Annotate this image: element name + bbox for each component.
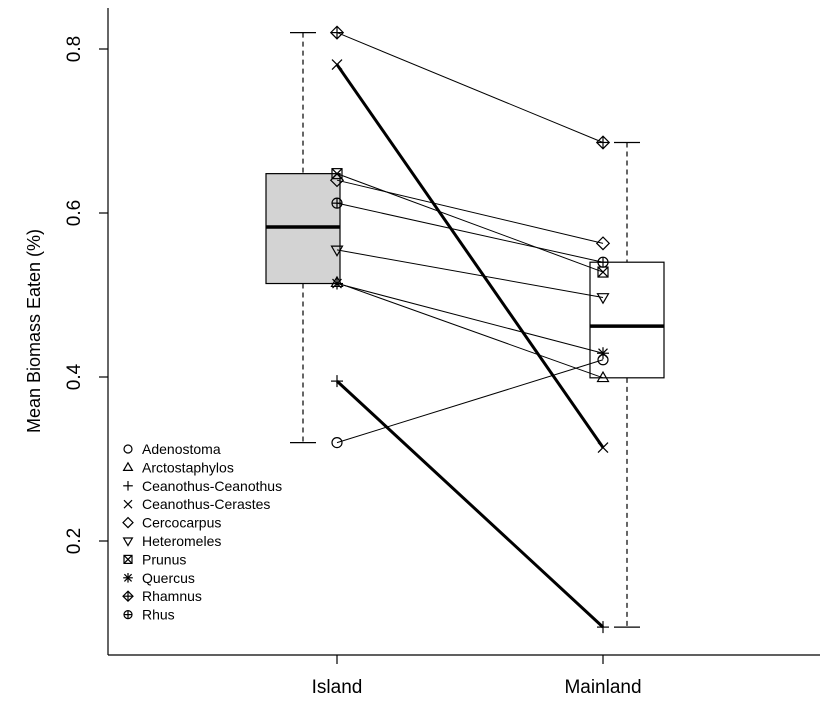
y-tick-label: 0.8 (64, 36, 85, 62)
legend-label: Adenostoma (142, 441, 221, 457)
legend-label: Prunus (142, 551, 186, 567)
legend-marker (123, 444, 133, 454)
legend-item-rhus: Rhus (123, 607, 175, 623)
point-mainland-heteromeles (596, 293, 610, 305)
legend-label: Heteromeles (142, 533, 221, 549)
legend-item-adenostoma: Adenostoma (123, 441, 221, 457)
y-tick-label: 0.2 (64, 528, 85, 554)
point-mainland-cercocarpus (595, 236, 611, 251)
pair-line-quercus (336, 283, 604, 354)
legend-label: Rhus (142, 607, 175, 623)
point-island-ceanothus-cerastes (331, 59, 343, 71)
x-tick-label: Mainland (564, 677, 641, 698)
x-ticks: Island Mainland (312, 655, 642, 698)
point-island-quercus (331, 277, 343, 290)
point-island-ceanothus-ceanothus (331, 375, 343, 388)
markers (329, 25, 611, 634)
legend-item-arctostaphylos: Arctostaphylos (122, 459, 234, 475)
point-mainland-ceanothus-cerastes (597, 442, 609, 453)
legend-label: Ceanothus-Cerastes (142, 496, 270, 512)
pair-line-rhamnus (336, 32, 604, 143)
point-mainland-quercus (597, 347, 609, 360)
legend-marker (123, 573, 133, 583)
legend-marker (123, 481, 133, 491)
legend-item-quercus: Quercus (123, 570, 195, 586)
legend-item-prunus: Prunus (123, 551, 186, 567)
y-ticks: 0.2 0.4 0.6 0.8 (64, 36, 108, 554)
legend-marker (123, 609, 133, 620)
x-tick-label: Island (312, 677, 363, 698)
iqr-box (589, 261, 665, 379)
legend-label: Quercus (142, 570, 195, 586)
point-island-rhamnus (329, 25, 345, 40)
legend-label: Arctostaphylos (142, 459, 234, 475)
pair-line-prunus (336, 173, 604, 273)
point-island-heteromeles (330, 245, 344, 257)
legend-marker (123, 499, 133, 509)
pair-line-ceanothus-cerastes (335, 63, 605, 449)
pair-line-rhus (336, 202, 604, 263)
point-mainland-ceanothus-ceanothus (597, 621, 609, 634)
legend: Adenostoma Arctostaphylos Ceanothus-Ceanot… (122, 441, 282, 623)
point-island-adenostoma (331, 437, 343, 449)
box-mainland (589, 141, 665, 628)
point-mainland-rhus (597, 256, 609, 268)
point-mainland-rhamnus (595, 135, 611, 150)
legend-marker (122, 461, 134, 471)
y-axis-title: Mean Biomass Eaten (%) (24, 229, 44, 433)
legend-item-ceanothus-ceanothus: Ceanothus-Ceanothus (123, 478, 282, 494)
pair-line-adenostoma (336, 359, 604, 444)
y-tick-label: 0.4 (64, 363, 85, 390)
legend-label: Rhamnus (142, 588, 202, 604)
point-island-rhus (331, 197, 343, 209)
legend-item-rhamnus: Rhamnus (122, 588, 202, 604)
pair-line-cercocarpus (336, 179, 604, 244)
legend-label: Cercocarpus (142, 515, 221, 531)
point-island-prunus (331, 168, 343, 180)
pair-line-arctostaphylos (336, 282, 604, 379)
legend-item-cercocarpus: Cercocarpus (122, 515, 221, 531)
point-mainland-prunus (597, 266, 609, 278)
legend-item-heteromeles: Heteromeles (122, 533, 221, 549)
pair-line-ceanothus-ceanothus (335, 379, 605, 629)
boxes (265, 31, 665, 628)
axes (107, 8, 820, 656)
legend-marker (122, 516, 134, 529)
legend-item-ceanothus-cerastes: Ceanothus-Cerastes (123, 496, 270, 512)
pair-line-heteromeles (336, 249, 604, 298)
legend-marker (123, 554, 133, 565)
legend-marker (122, 590, 134, 603)
pair-lines (335, 32, 605, 629)
legend-label: Ceanothus-Ceanothus (142, 478, 282, 494)
box-island (265, 31, 341, 444)
point-mainland-arctostaphylos (596, 370, 610, 383)
legend-marker (122, 537, 134, 547)
y-tick-label: 0.6 (64, 200, 85, 226)
